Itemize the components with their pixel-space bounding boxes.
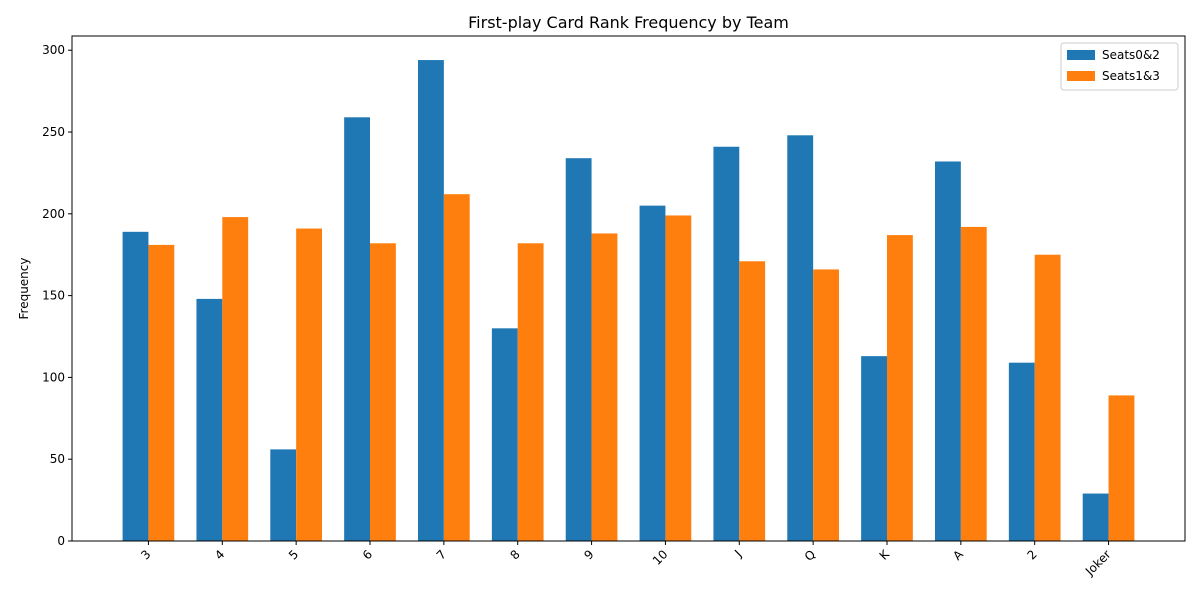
y-axis-label: Frequency [17,258,31,320]
bar-seats02-5 [270,449,297,541]
bar-seats13-j [739,261,766,541]
bar-seats02-7 [418,60,444,542]
bar-seats02-joker [1082,493,1109,541]
bar-seats02-q [787,135,814,542]
bar-seats02-3 [122,231,149,541]
bar-seats13-7 [443,194,470,541]
bar-seats02-j [713,146,740,541]
y-tick-label: 50 [50,452,65,466]
legend-swatch [1067,50,1095,60]
plot-frame [71,35,1186,542]
legend-label: Seats1&3 [1102,69,1160,83]
y-tick-label: 250 [42,125,65,139]
bar-seats13-3 [148,244,175,541]
legend-label: Seats0&2 [1102,48,1160,62]
bar-seats02-9 [565,158,592,541]
bar-seats02-2 [1008,362,1035,541]
y-tick-label: 200 [42,207,65,221]
legend-swatch [1067,71,1095,81]
bar-seats02-10 [639,205,666,541]
legend: Seats0&2 Seats1&3 [1060,42,1179,91]
bar-seats02-6 [344,117,371,542]
bar-seats13-10 [665,215,692,541]
bar-seats02-4 [196,298,223,541]
y-tick-label: 0 [57,534,65,548]
bar-seats13-2 [1034,254,1061,541]
chart-title: First-play Card Rank Frequency by Team [468,13,789,32]
bar-seats13-5 [296,228,322,542]
y-axis: 0 50 100 150 200 250 300 [42,43,72,548]
y-tick-label: 100 [42,370,65,384]
y-tick-label: 150 [42,289,65,303]
bar-seats13-a [960,226,987,541]
bar-seats13-q [813,269,839,541]
bar-seats13-9 [591,233,618,541]
bar-seats13-k [886,235,913,541]
bar-seats13-4 [222,217,249,541]
y-tick-label: 300 [42,43,65,57]
bars-layer [122,60,1135,542]
bar-seats13-6 [370,243,396,541]
bar-seats02-a [935,161,961,541]
bar-seats02-8 [491,328,518,541]
bar-seats13-8 [517,243,544,541]
bar-seats13-joker [1108,395,1135,541]
bar-seats02-k [861,356,887,541]
